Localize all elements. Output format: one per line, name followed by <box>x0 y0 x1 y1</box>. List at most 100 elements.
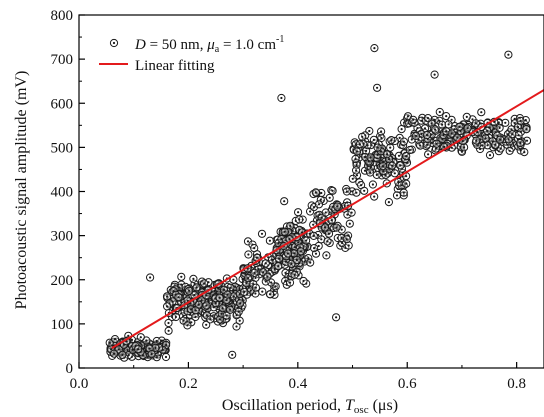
data-point <box>423 114 433 123</box>
data-point <box>368 180 377 189</box>
data-point <box>377 133 386 143</box>
data-point <box>251 283 260 292</box>
data-point <box>222 311 231 320</box>
data-point <box>495 123 504 133</box>
data-point <box>383 150 392 159</box>
data-point <box>177 272 186 281</box>
data-point <box>164 326 173 335</box>
y-tick-label: 200 <box>51 273 74 289</box>
data-point <box>355 140 364 149</box>
y-tick-label: 100 <box>51 317 74 333</box>
data-point <box>399 188 408 197</box>
data-point <box>348 174 357 183</box>
data-point <box>146 273 155 282</box>
x-tick-label: 0.4 <box>288 376 307 392</box>
data-point <box>520 148 529 157</box>
data-point <box>147 350 156 359</box>
data-point <box>405 145 414 155</box>
data-point <box>504 50 513 59</box>
data-point <box>366 168 375 177</box>
data-point <box>306 258 315 267</box>
legend-scatter-label: D = 50 nm, μa = 1.0 cm-1 <box>134 34 284 55</box>
data-point <box>261 277 270 286</box>
data-point <box>328 186 337 195</box>
data-point <box>332 223 341 232</box>
data-point <box>373 150 382 159</box>
data-point <box>422 130 432 140</box>
data-point <box>363 141 372 150</box>
data-point <box>505 146 514 155</box>
data-point <box>397 181 406 190</box>
data-point <box>373 143 382 152</box>
data-point <box>481 134 490 143</box>
data-point <box>285 278 295 287</box>
data-point <box>244 274 253 283</box>
data-point <box>191 306 200 315</box>
data-point <box>372 170 381 179</box>
data-point <box>477 108 486 117</box>
data-point <box>333 202 342 211</box>
data-point <box>286 221 295 230</box>
y-axis-title: Photoacoustic signal amplitude (mV) <box>13 71 30 310</box>
data-point <box>396 161 405 170</box>
data-point <box>302 236 311 245</box>
data-point <box>314 200 324 209</box>
data-point <box>304 254 313 263</box>
data-point <box>280 197 289 206</box>
data-point <box>444 120 453 129</box>
data-point <box>345 219 354 228</box>
data-point <box>215 293 224 302</box>
data-point <box>277 93 286 103</box>
data-point <box>161 352 171 362</box>
data-point <box>387 136 396 145</box>
data-point <box>118 350 127 359</box>
data-point <box>240 287 249 296</box>
data-point <box>228 350 237 359</box>
data-point <box>352 188 361 197</box>
data-point <box>265 290 275 299</box>
data-point <box>202 320 211 329</box>
data-point <box>223 290 232 299</box>
data-point <box>353 147 362 156</box>
data-point <box>274 262 283 271</box>
data-point <box>124 351 133 360</box>
data-point <box>402 158 412 167</box>
data-point <box>292 255 301 265</box>
data-point <box>366 153 375 162</box>
data-point <box>250 268 259 277</box>
data-point <box>287 259 296 268</box>
data-point <box>163 292 172 301</box>
data-point <box>191 312 200 322</box>
data-point <box>516 138 525 148</box>
data-point <box>202 301 211 310</box>
data-point <box>431 125 440 134</box>
y-tick-label: 800 <box>51 8 74 24</box>
data-point <box>163 302 172 311</box>
y-tick-label: 600 <box>51 96 74 112</box>
data-point <box>462 112 471 122</box>
data-point <box>386 143 395 152</box>
data-point <box>352 166 361 175</box>
data-point <box>384 198 393 207</box>
data-point <box>342 187 351 196</box>
y-tick-label: 700 <box>51 52 74 68</box>
data-point <box>305 229 314 238</box>
data-point <box>322 251 331 260</box>
x-tick-label: 0.8 <box>507 376 526 392</box>
linear-fit-line <box>111 89 544 350</box>
data-point <box>323 237 332 246</box>
x-axis-ticks: 0.0 0.2 0.4 0.6 0.8 <box>70 362 526 392</box>
data-point <box>283 249 292 258</box>
data-point <box>388 161 397 170</box>
data-point <box>309 231 318 240</box>
x-tick-label: 0.0 <box>70 376 89 392</box>
data-point <box>110 349 119 358</box>
data-point <box>236 299 245 308</box>
x-tick-label: 0.2 <box>179 376 198 392</box>
data-point <box>402 152 411 161</box>
data-point <box>275 254 284 263</box>
y-axis-ticks: 0 100 200 300 400 500 600 700 800 <box>51 8 85 377</box>
data-point <box>325 193 334 202</box>
data-point <box>483 141 492 150</box>
